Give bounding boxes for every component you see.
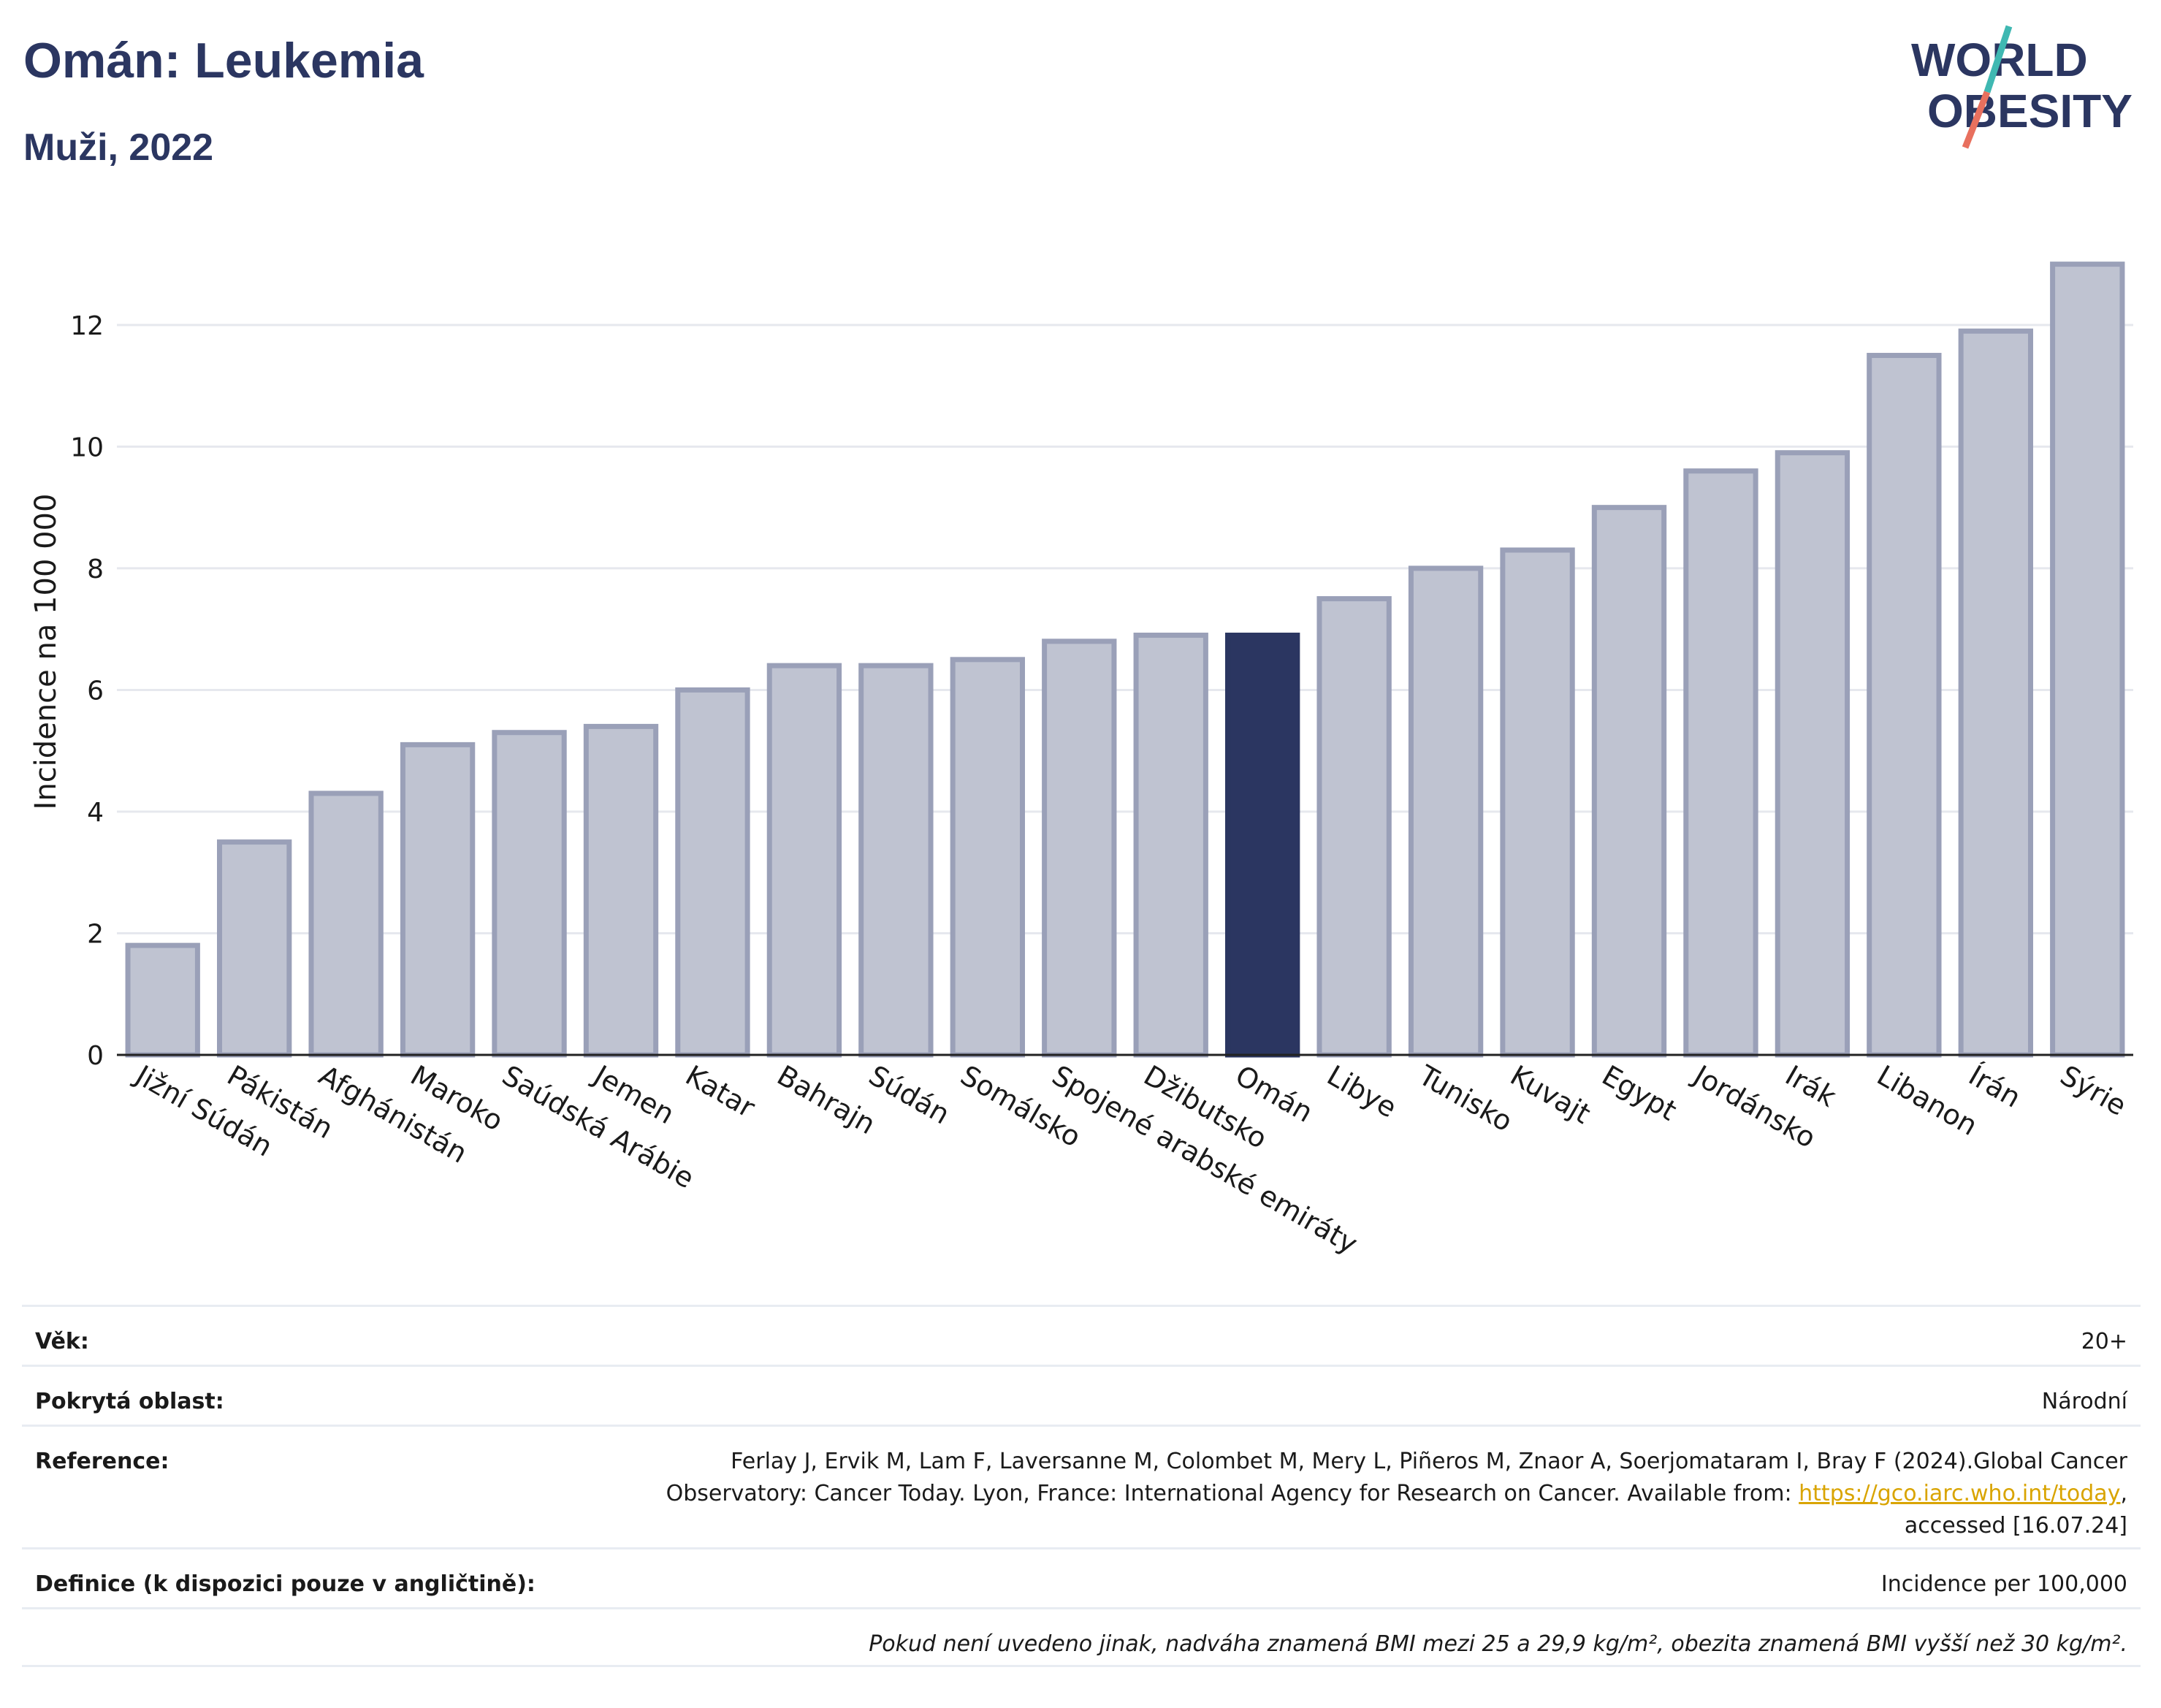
x-tick-label: Sýrie [2055, 1059, 2132, 1122]
x-axis-labels: Jižní SúdánPákistánAfghánistánMarokoSaúd… [129, 1059, 2132, 1260]
bar-kuvajt [1500, 547, 1575, 1058]
x-tick-label: Egypt [1597, 1059, 1682, 1127]
world-obesity-logo: WORLD OBESITY [1911, 25, 2133, 149]
meta-row-note: Pokud není uvedeno jinak, nadváha znamen… [22, 1607, 2141, 1667]
definition-value: Incidence per 100,000 [1880, 1571, 2127, 1597]
bmi-note: Pokud není uvedeno jinak, nadváha znamen… [869, 1631, 2127, 1657]
page-title: Omán: Leukemia [23, 33, 424, 88]
logo-slash-coral [1962, 91, 1991, 149]
area-label: Pokrytá oblast: [35, 1389, 224, 1414]
bar-írán [1958, 328, 2033, 1058]
bar-tunisko [1408, 565, 1484, 1058]
y-tick-label: 12 [70, 311, 104, 341]
x-tick-label: Libanon [1872, 1059, 1983, 1142]
reference-label: Reference: [35, 1449, 169, 1474]
bar-džibutsko [1133, 633, 1208, 1058]
reference-link[interactable]: https://gco.iarc.who.int/today [1799, 1481, 2121, 1506]
age-label: Věk: [35, 1329, 89, 1354]
y-tick-label: 0 [87, 1041, 104, 1071]
y-tick-label: 8 [87, 554, 104, 584]
x-tick-label: Irák [1780, 1059, 1841, 1113]
reference-text-line2: Observatory: Cancer Today. Lyon, France:… [666, 1481, 1799, 1506]
area-value: Národní [2041, 1389, 2127, 1414]
x-tick-label: Bahrajn [771, 1059, 880, 1141]
bar-jordánsko [1683, 468, 1758, 1058]
bar-jemen [583, 723, 659, 1058]
bar-saúdská-arábie [492, 730, 567, 1058]
bar-libye [1316, 596, 1392, 1058]
x-tick-label: Súdán [864, 1059, 956, 1131]
x-tick-label: Kuvajt [1505, 1059, 1596, 1130]
logo-slash-teal [1983, 25, 2013, 94]
y-tick-label: 4 [87, 798, 104, 828]
y-tick-label: 10 [70, 432, 104, 462]
x-tick-label: Katar [680, 1059, 761, 1124]
y-tick-label: 2 [87, 919, 104, 949]
meta-row-area: Pokrytá oblast: Národní [22, 1365, 2141, 1425]
y-axis-title: Incidence na 100 000 [29, 494, 63, 810]
bar-jižní-súdán [125, 942, 200, 1058]
reference-comma: , [2120, 1481, 2127, 1506]
y-axis-ticks: 0 2 4 6 8 10 12 [70, 311, 104, 1071]
meta-row-reference: Reference: Ferlay J, Ervik M, Lam F, Lav… [22, 1425, 2141, 1547]
bar-egypt [1591, 505, 1667, 1058]
bar-afghánistán [308, 790, 384, 1058]
bar-súdán [858, 663, 934, 1058]
logo-text-obesity: OBESITY [1927, 85, 2133, 137]
bar-pákistán [217, 839, 292, 1058]
meta-row-definition: Definice (k dispozici pouze v angličtině… [22, 1547, 2141, 1607]
reference-text-line1: Ferlay J, Ervik M, Lam F, Laversanne M, … [731, 1449, 2127, 1474]
y-tick-label: 6 [87, 676, 104, 706]
reference-text-line3: accessed [16.07.24] [1904, 1513, 2127, 1539]
bar-katar [675, 687, 750, 1058]
bar-bahrajn [766, 663, 842, 1058]
bar-somálsko [950, 657, 1025, 1058]
bar-irák [1775, 450, 1851, 1058]
meta-row-age: Věk: 20+ [22, 1305, 2141, 1365]
metadata-table: Věk: 20+ Pokrytá oblast: Národní Referen… [22, 1305, 2141, 1667]
x-tick-label: Libye [1322, 1059, 1402, 1124]
bar-libanon [1867, 353, 1942, 1058]
page-subtitle: Muži, 2022 [23, 126, 214, 169]
x-tick-label: Írán [1963, 1059, 2026, 1114]
bar-chart: 0 2 4 6 8 10 12 Jižní SúdánPákistánAfghánistán… [29, 262, 2133, 1260]
bar-sýrie [2050, 262, 2125, 1058]
reference-text: Ferlay J, Ervik M, Lam F, Laversanne M, … [666, 1446, 2127, 1542]
definition-label: Definice (k dispozici pouze v angličtině… [35, 1571, 536, 1597]
bar-spojené-arabské-emiráty [1042, 638, 1117, 1058]
bars [125, 262, 2125, 1058]
bar-omán [1225, 633, 1300, 1058]
x-tick-label: Tunisko [1413, 1059, 1518, 1138]
bar-maroko [400, 741, 476, 1058]
age-value: 20+ [2081, 1329, 2127, 1354]
